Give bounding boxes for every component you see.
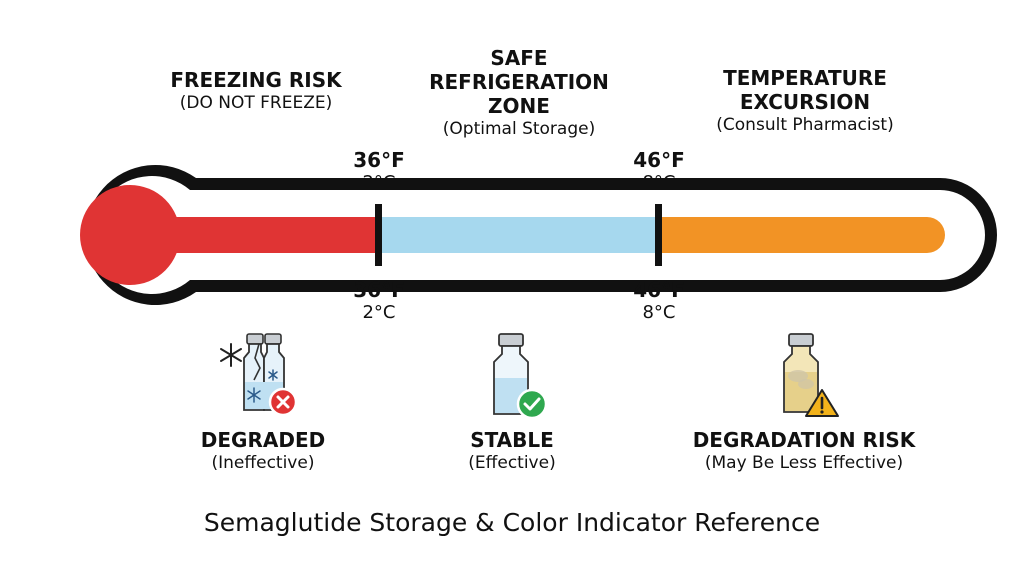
safe-zone-subtitle: (Optimal Storage) xyxy=(442,119,596,139)
footer-caption: Semaglutide Storage & Color Indicator Re… xyxy=(203,508,821,537)
risk-status: DEGRADATION RISK (May Be Less Effective) xyxy=(693,428,916,474)
low-threshold-bottom-f: 36°F xyxy=(353,278,405,302)
low-threshold-bottom-c: 2°C xyxy=(362,302,396,323)
stable-status-title: STABLE xyxy=(470,428,554,452)
degraded-status-subtitle: (Ineffective) xyxy=(211,453,315,473)
freezing-zone-header: FREEZING RISK (DO NOT FREEZE) xyxy=(170,68,341,114)
excursion-zone-header: TEMPERATURE EXCURSION (Consult Pharmacis… xyxy=(716,66,893,136)
excursion-zone-title-line1: TEMPERATURE xyxy=(723,66,887,90)
clear-vial-check-icon xyxy=(493,333,548,420)
low-threshold-bottom-label: 36°F 2°C xyxy=(353,278,405,324)
high-threshold-divider xyxy=(655,204,662,266)
stable-status-subtitle: (Effective) xyxy=(468,453,556,473)
safe-zone-title-line2: REFRIGERATION xyxy=(429,70,609,94)
safe-zone-bar xyxy=(380,217,659,253)
frozen-broken-vial-icon xyxy=(220,333,298,417)
safe-zone-title-line3: ZONE xyxy=(488,94,550,118)
excursion-zone-title-line2: EXCURSION xyxy=(739,90,871,114)
freezing-zone-bar xyxy=(160,217,380,253)
risk-status-title: DEGRADATION RISK xyxy=(692,428,916,452)
degraded-status-title: DEGRADED xyxy=(200,428,326,452)
thermometer-bulb xyxy=(80,185,180,285)
risk-status-subtitle: (May Be Less Effective) xyxy=(704,453,904,473)
cloudy-vial-warning-icon xyxy=(783,333,839,417)
high-threshold-bottom-f: 46°F xyxy=(633,278,685,302)
freezing-zone-subtitle: (DO NOT FREEZE) xyxy=(179,93,333,113)
degraded-status: DEGRADED (Ineffective) xyxy=(201,428,325,474)
high-threshold-bottom-label: 46°F 8°C xyxy=(633,278,685,324)
high-threshold-top-f: 46°F xyxy=(633,148,685,172)
excursion-zone-subtitle: (Consult Pharmacist) xyxy=(716,115,894,135)
low-threshold-divider xyxy=(375,204,382,266)
stable-status: STABLE (Effective) xyxy=(468,428,555,474)
safe-zone-title-line1: SAFE xyxy=(490,46,548,70)
high-threshold-bottom-c: 8°C xyxy=(642,302,676,323)
freezing-zone-title: FREEZING RISK xyxy=(170,68,342,92)
low-threshold-top-f: 36°F xyxy=(353,148,405,172)
safe-zone-header: SAFE REFRIGERATION ZONE (Optimal Storage… xyxy=(429,46,609,140)
excursion-zone-bar xyxy=(659,217,945,253)
